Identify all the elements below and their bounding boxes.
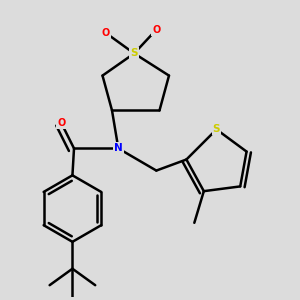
Text: O: O	[152, 25, 160, 35]
Text: S: S	[130, 48, 138, 59]
Text: N: N	[114, 143, 123, 153]
Text: S: S	[213, 124, 220, 134]
Text: O: O	[102, 28, 110, 38]
Text: O: O	[57, 118, 65, 128]
